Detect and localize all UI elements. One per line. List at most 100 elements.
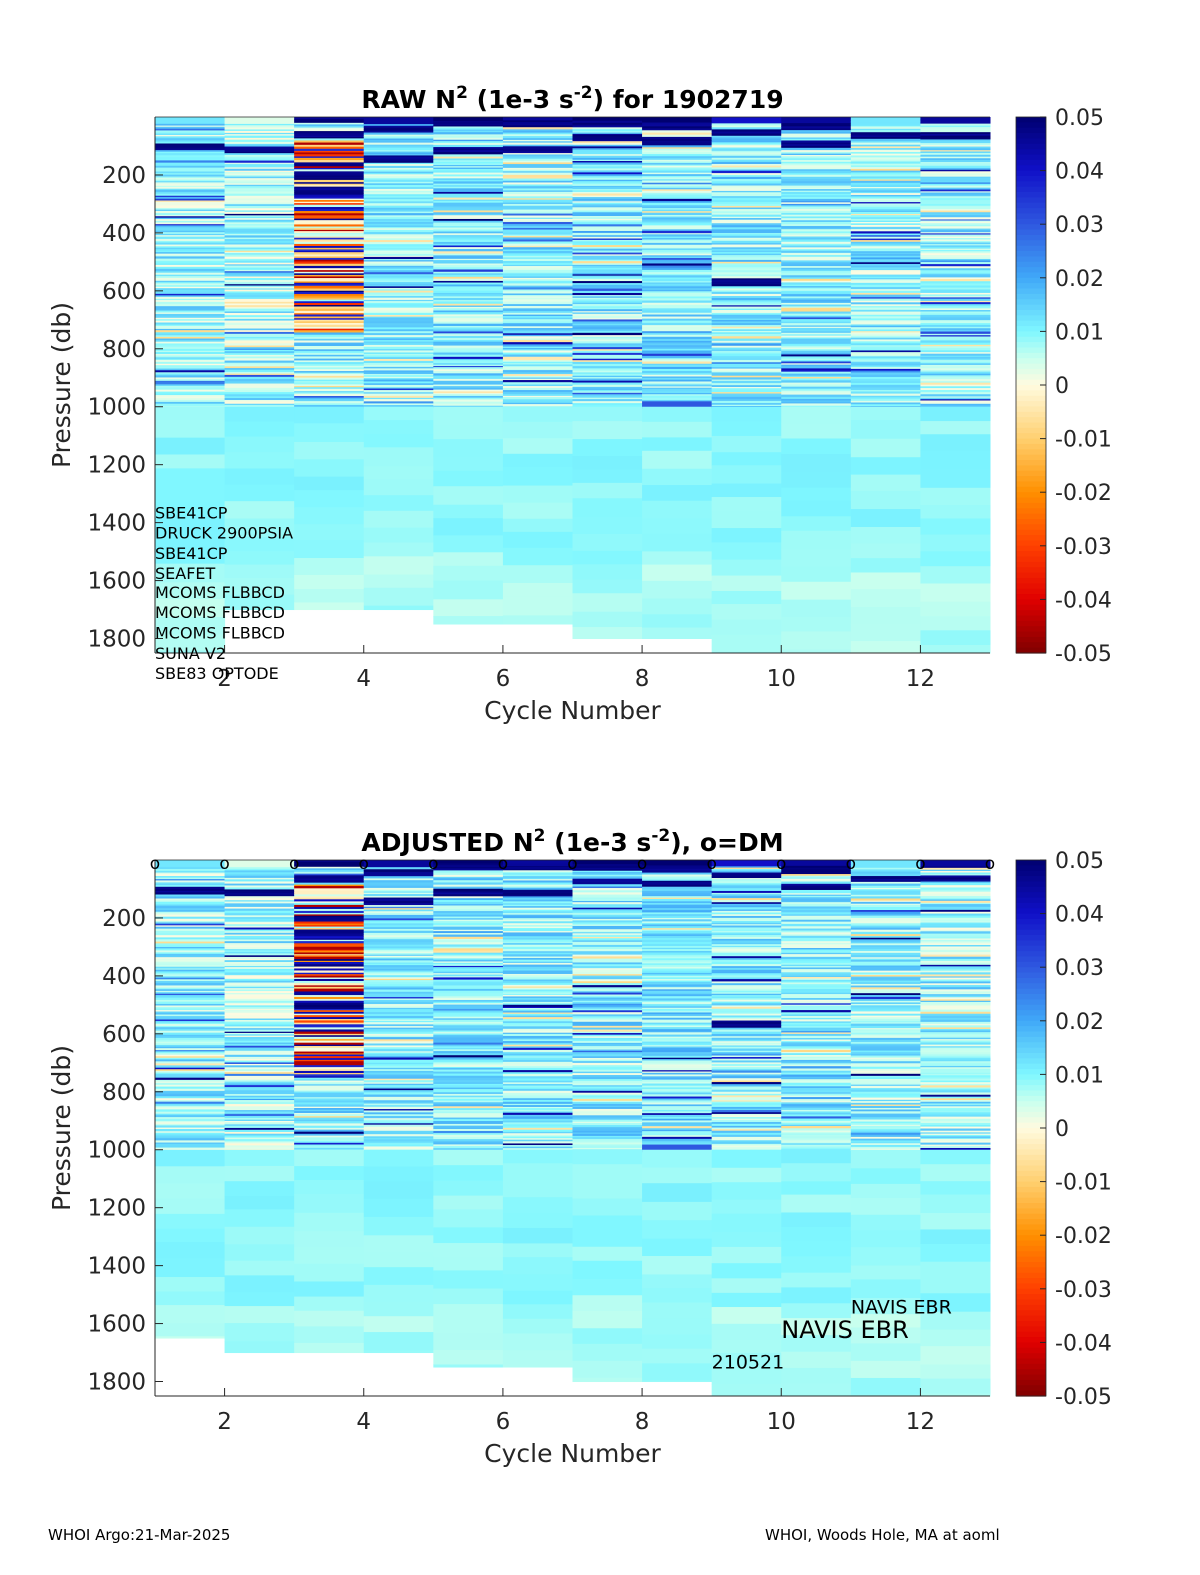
heatmap-cell	[433, 988, 504, 992]
heatmap-cell	[850, 939, 921, 943]
heatmap-cell	[642, 1029, 713, 1032]
heatmap-cell	[642, 192, 713, 196]
heatmap-cell	[155, 863, 226, 866]
colorbar-segment	[1016, 481, 1046, 488]
heatmap-cell	[224, 1085, 295, 1088]
heatmap-cell	[850, 860, 921, 863]
heatmap-cell	[920, 951, 991, 954]
heatmap-cell	[642, 946, 713, 949]
heatmap-cell	[224, 343, 295, 347]
heatmap-cell	[294, 1025, 365, 1028]
heatmap-cell	[711, 986, 782, 990]
heatmap-cell	[572, 144, 643, 147]
heatmap-cell	[711, 1097, 782, 1100]
heatmap-cell	[572, 966, 643, 969]
heatmap-cell	[433, 212, 504, 215]
heatmap-cell	[920, 1149, 991, 1165]
heatmap-cell	[433, 1023, 504, 1026]
heatmap-cell	[224, 872, 295, 876]
heatmap-cell	[363, 246, 434, 249]
heatmap-cell	[155, 1105, 226, 1108]
heatmap-cell	[294, 1123, 365, 1127]
heatmap-cell	[711, 272, 782, 275]
colorbar-segment	[1016, 1149, 1046, 1156]
heatmap-cell	[502, 1109, 573, 1112]
heatmap-cell	[781, 976, 852, 980]
heatmap-cell	[224, 1143, 295, 1146]
heatmap-cell	[502, 1043, 573, 1046]
heatmap-cell	[572, 164, 643, 167]
heatmap-cell	[920, 873, 991, 876]
heatmap-cell	[642, 202, 713, 206]
heatmap-cell	[850, 331, 921, 333]
heatmap-cell	[850, 332, 921, 335]
heatmap-cell	[502, 348, 573, 350]
heatmap-cell	[294, 1212, 365, 1232]
heatmap-cell	[363, 1013, 434, 1017]
heatmap-cell	[224, 253, 295, 255]
heatmap-cell	[363, 980, 434, 983]
heatmap-cell	[711, 225, 782, 228]
heatmap-cell	[224, 345, 295, 348]
heatmap-cell	[711, 385, 782, 388]
heatmap-cell	[155, 1213, 226, 1230]
heatmap-cell	[711, 205, 782, 209]
heatmap-cell	[224, 328, 295, 331]
heatmap-cell	[502, 1290, 573, 1305]
heatmap-cell	[781, 195, 852, 198]
heatmap-cell	[224, 999, 295, 1002]
heatmap-cell	[433, 1115, 504, 1119]
heatmap-cell	[572, 222, 643, 225]
heatmap-cell	[363, 197, 434, 200]
heatmap-cell	[363, 397, 434, 400]
heatmap-cell	[642, 167, 713, 171]
heatmap-cell	[642, 239, 713, 242]
colorbar-segment	[1016, 551, 1046, 558]
heatmap-cell	[781, 236, 852, 239]
heatmap-cell	[850, 130, 921, 133]
heatmap-cell	[920, 877, 991, 880]
heatmap-cell	[642, 1004, 713, 1007]
heatmap-cell	[155, 188, 226, 191]
heatmap-cell	[572, 187, 643, 190]
heatmap-cell	[850, 982, 921, 985]
colorbar-segment	[1016, 288, 1046, 295]
heatmap-cell	[363, 183, 434, 186]
heatmap-cell	[572, 968, 643, 971]
heatmap-cell	[850, 917, 921, 921]
heatmap-cell	[850, 1032, 921, 1036]
heatmap-cell	[294, 395, 365, 399]
heatmap-cell	[850, 390, 921, 393]
heatmap-cell	[642, 397, 713, 401]
heatmap-cell	[711, 542, 782, 561]
heatmap-cell	[433, 535, 504, 553]
heatmap-cell	[711, 311, 782, 314]
heatmap-cell	[224, 241, 295, 244]
heatmap-cell	[155, 303, 226, 307]
heatmap-cell	[502, 375, 573, 379]
heatmap-cell	[572, 1025, 643, 1029]
heatmap-cell	[572, 155, 643, 159]
heatmap-cell	[642, 1000, 713, 1003]
heatmap-cell	[572, 1036, 643, 1039]
heatmap-column-cycle-8	[642, 860, 713, 1383]
heatmap-cell	[363, 388, 434, 391]
heatmap-cell	[642, 1109, 713, 1112]
colorbar-segment	[1016, 865, 1046, 872]
heatmap-cell	[920, 1311, 991, 1331]
heatmap-cell	[711, 169, 782, 172]
heatmap-cell	[155, 987, 226, 990]
heatmap-cell	[642, 177, 713, 180]
heatmap-cell	[433, 904, 504, 906]
heatmap-cell	[502, 1197, 573, 1214]
heatmap-cell	[711, 219, 782, 223]
heatmap-cell	[433, 1071, 504, 1075]
heatmap-cell	[155, 146, 226, 150]
heatmap-cell	[433, 985, 504, 988]
heatmap-cell	[363, 250, 434, 253]
heatmap-cell	[294, 912, 365, 915]
heatmap-cell	[224, 932, 295, 936]
heatmap-cell	[363, 194, 434, 197]
heatmap-cell	[920, 251, 991, 254]
heatmap-cell	[363, 360, 434, 364]
